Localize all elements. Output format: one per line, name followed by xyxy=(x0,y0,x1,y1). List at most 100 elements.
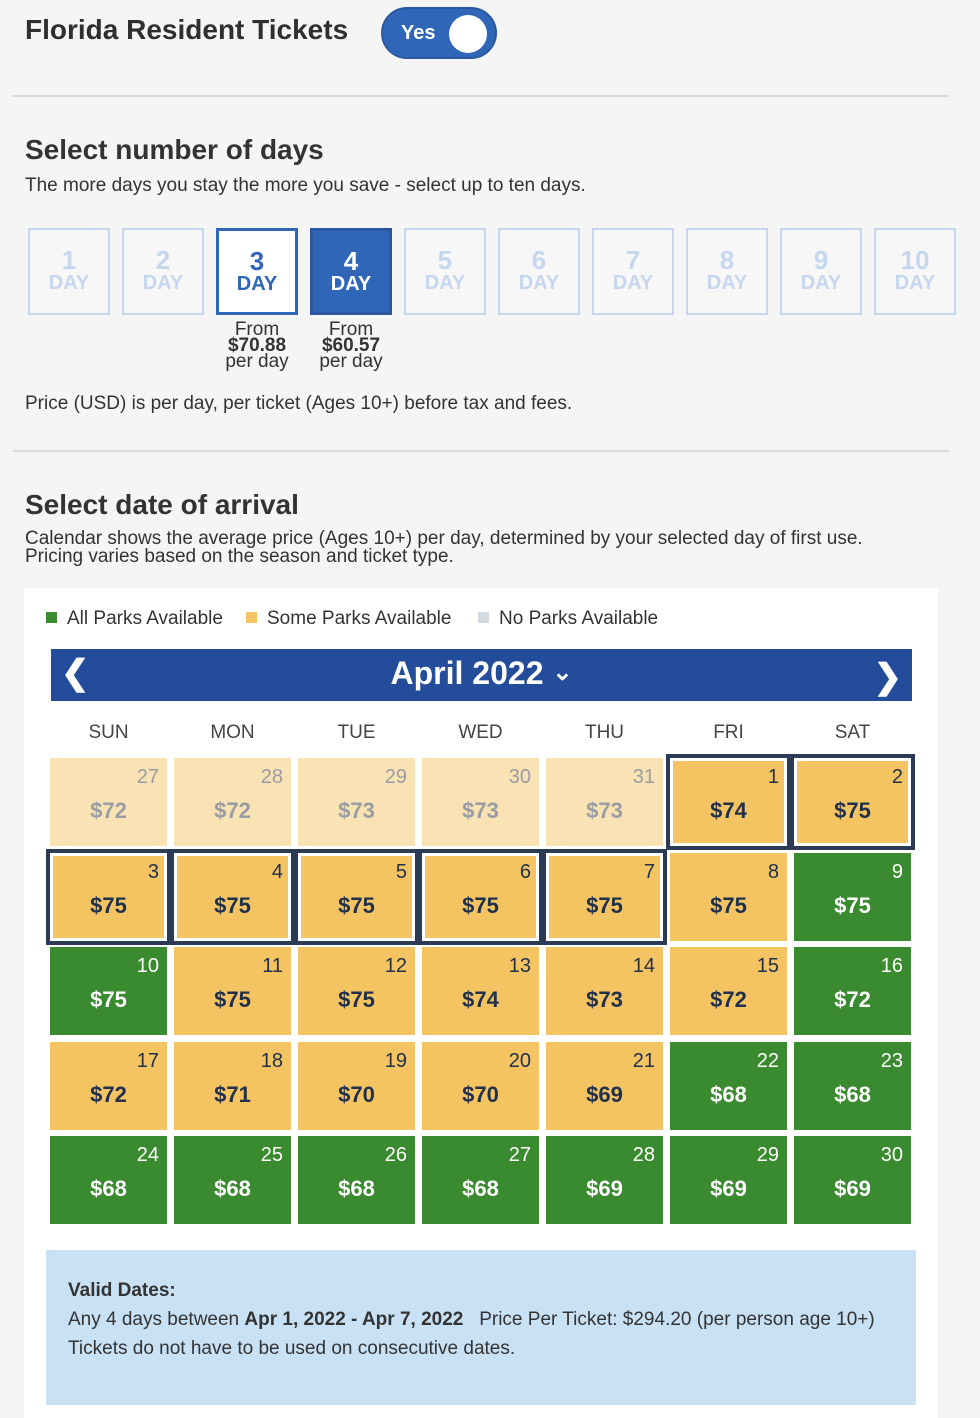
calendar-day[interactable]: 9 $75 xyxy=(794,852,911,941)
day-unit: DAY xyxy=(612,272,654,294)
valid-dates-box: Valid Dates: Any 4 days between Apr 1, 2… xyxy=(46,1250,916,1405)
day-price: $68 xyxy=(214,1176,251,1201)
calendar-day[interactable]: 10 $75 xyxy=(50,947,167,1035)
chevron-down-icon: ⌄ xyxy=(552,659,573,686)
day-price: $69 xyxy=(710,1176,747,1201)
day-number: 9 xyxy=(891,860,903,883)
calendar-day[interactable]: 28 $69 xyxy=(546,1136,663,1224)
calendar-day[interactable]: 30 $69 xyxy=(794,1136,911,1224)
price-per-ticket: Price Per Ticket: $294.20 (per person ag… xyxy=(479,1309,875,1330)
day-option-2[interactable]: 2 DAY xyxy=(122,228,204,315)
day-option-4[interactable]: 4 DAY xyxy=(310,228,392,315)
day-price: $68 xyxy=(834,1081,871,1107)
calendar-day[interactable]: 17 $72 xyxy=(50,1041,167,1130)
day-number: 5 xyxy=(437,245,453,275)
calendar-day[interactable]: 7 $75 xyxy=(542,848,667,945)
calendar-day[interactable]: 1 $74 xyxy=(666,754,791,850)
chevron-left-icon[interactable]: ❮ xyxy=(61,654,90,692)
divider xyxy=(13,450,949,452)
calendar-day[interactable]: 16 $72 xyxy=(794,947,911,1035)
calendar-day[interactable]: 24 $68 xyxy=(50,1136,167,1224)
day-unit: DAY xyxy=(706,272,748,294)
day-price: $72 xyxy=(834,987,871,1012)
day-number: 20 xyxy=(508,1049,531,1072)
chevron-right-icon[interactable]: ❯ xyxy=(873,658,903,696)
calendar-day[interactable]: 13 $74 xyxy=(422,947,539,1035)
day-number: 30 xyxy=(508,766,531,788)
florida-resident-toggle[interactable]: Yes xyxy=(381,7,497,59)
day-price: $69 xyxy=(586,1176,623,1201)
day-option-7[interactable]: 7 DAY xyxy=(592,228,674,315)
day-price: $72 xyxy=(90,798,127,823)
calendar-day[interactable]: 21 $69 xyxy=(546,1041,663,1130)
weekday-mon: MON xyxy=(210,722,255,743)
day-price: $75 xyxy=(214,987,251,1012)
day-number: 2 xyxy=(891,766,903,788)
calendar-day[interactable]: 26 $68 xyxy=(298,1136,415,1224)
toggle-knob[interactable] xyxy=(449,15,487,53)
day-number: 7 xyxy=(625,245,641,275)
gray-square-icon xyxy=(478,612,489,623)
calendar-day[interactable]: 4 $75 xyxy=(170,848,295,945)
month-selector[interactable]: April 2022 ⌄ xyxy=(51,655,912,692)
calendar-day[interactable]: 29 $69 xyxy=(670,1136,787,1224)
day-price: $74 xyxy=(710,798,747,823)
month-label: April 2022 xyxy=(390,655,544,691)
weekday-tue: TUE xyxy=(337,722,376,743)
day-option-8[interactable]: 8 DAY xyxy=(686,228,768,315)
day-option-3[interactable]: 3 DAY xyxy=(216,228,298,315)
calendar-day: 29 $73 xyxy=(298,758,415,846)
calendar-day[interactable]: 19 $70 xyxy=(298,1041,415,1130)
page-title: Florida Resident Tickets xyxy=(25,14,349,45)
day-unit: DAY xyxy=(894,272,936,294)
calendar-day[interactable]: 23 $68 xyxy=(794,1041,911,1130)
calendar-day[interactable]: 11 $75 xyxy=(174,947,291,1035)
day-option-6[interactable]: 6 DAY xyxy=(498,228,580,315)
day-number: 16 xyxy=(880,955,903,977)
day-unit: DAY xyxy=(800,272,842,294)
day-number: 15 xyxy=(756,955,779,977)
price-note: Price (USD) is per day, per ticket (Ages… xyxy=(25,393,573,414)
calendar-day[interactable]: 25 $68 xyxy=(174,1136,291,1224)
calendar-day[interactable]: 22 $68 xyxy=(670,1041,787,1130)
day-option-1[interactable]: 1 DAY xyxy=(28,228,110,315)
day-price: $70 xyxy=(338,1081,375,1107)
day-price: $72 xyxy=(90,1081,127,1107)
day-number: 8 xyxy=(767,860,779,883)
day-price: $75 xyxy=(586,892,623,918)
calendar-day[interactable]: 20 $70 xyxy=(422,1041,539,1130)
calendar-day[interactable]: 18 $71 xyxy=(174,1041,291,1130)
weekday-sat: SAT xyxy=(834,722,871,743)
calendar-day[interactable]: 6 $75 xyxy=(418,848,543,945)
day-number: 23 xyxy=(880,1049,903,1072)
day-price: $75 xyxy=(214,892,251,918)
day-number: 8 xyxy=(719,245,735,275)
day-number: 4 xyxy=(271,860,283,883)
day-price: $75 xyxy=(338,987,375,1012)
day-price: $72 xyxy=(710,987,747,1012)
valid-dates-heading: Valid Dates: xyxy=(68,1280,176,1301)
calendar-day[interactable]: 8 $75 xyxy=(670,852,787,941)
day-unit: DAY xyxy=(330,273,372,295)
calendar-day[interactable]: 15 $72 xyxy=(670,947,787,1035)
day-option-10[interactable]: 10 DAY xyxy=(874,228,956,315)
arrival-section-title: Select date of arrival xyxy=(25,489,299,520)
day-price: $75 xyxy=(462,892,499,918)
day-option-9[interactable]: 9 DAY xyxy=(780,228,862,315)
day-price: $73 xyxy=(338,798,375,823)
day-option-5[interactable]: 5 DAY xyxy=(404,228,486,315)
calendar-day[interactable]: 27 $68 xyxy=(422,1136,539,1224)
legend-label: No Parks Available xyxy=(499,608,659,629)
calendar-day[interactable]: 2 $75 xyxy=(790,754,915,850)
day-number: 25 xyxy=(260,1144,283,1166)
day-price: $68 xyxy=(338,1176,375,1201)
calendar-day[interactable]: 3 $75 xyxy=(46,848,171,945)
day-number: 6 xyxy=(519,860,531,883)
calendar-day[interactable]: 5 $75 xyxy=(294,848,419,945)
calendar-day[interactable]: 12 $75 xyxy=(298,947,415,1035)
day-unit: DAY xyxy=(518,272,560,294)
day-number: 9 xyxy=(813,245,829,275)
arrival-section-line2: Pricing varies based on the season and t… xyxy=(25,546,454,567)
day-unit: DAY xyxy=(236,273,278,295)
calendar-day[interactable]: 14 $73 xyxy=(546,947,663,1035)
